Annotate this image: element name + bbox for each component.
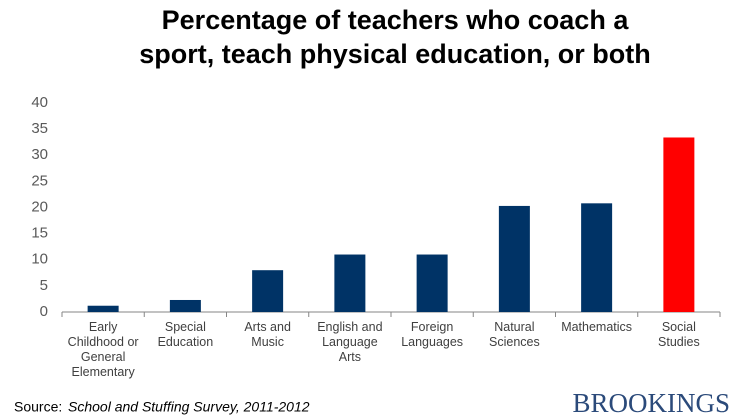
x-tick-label: English and Language Arts — [317, 320, 382, 364]
y-tick-label: 30 — [31, 146, 48, 163]
x-tick-label: Mathematics — [561, 320, 632, 334]
y-tick-label: 20 — [31, 198, 48, 215]
bar — [169, 299, 201, 312]
chart-title: Percentage of teachers who coach a — [162, 5, 630, 35]
chart-title: sport, teach physical education, or both — [139, 39, 651, 69]
bar — [252, 270, 284, 312]
bar — [581, 203, 613, 312]
y-tick-label: 25 — [31, 172, 48, 189]
y-tick-label: 40 — [31, 94, 48, 111]
bar — [334, 254, 366, 312]
y-tick-label: 5 — [40, 277, 48, 294]
x-tick-label: Natural Sciences — [489, 320, 540, 349]
x-tick-label: Arts and Music — [244, 320, 291, 349]
y-tick-label: 35 — [31, 120, 48, 137]
y-tick-label: 0 — [40, 303, 48, 320]
bar — [416, 254, 448, 312]
x-tick-label: Foreign Languages — [401, 320, 463, 349]
x-tick-label: Special Education — [158, 320, 214, 349]
y-tick-label: 10 — [31, 251, 48, 268]
source: School and Stuffing Survey, 2011-2012 — [68, 399, 310, 415]
bar — [663, 137, 695, 312]
x-tick-label: Early Childhood or General Elementary — [68, 320, 139, 379]
x-tick-label: Social Studies — [658, 320, 700, 349]
source-label: Source: — [14, 399, 62, 415]
logo: BROOKINGS — [572, 388, 730, 418]
bar — [498, 205, 530, 312]
bar — [87, 305, 119, 312]
y-tick-label: 15 — [31, 225, 48, 242]
